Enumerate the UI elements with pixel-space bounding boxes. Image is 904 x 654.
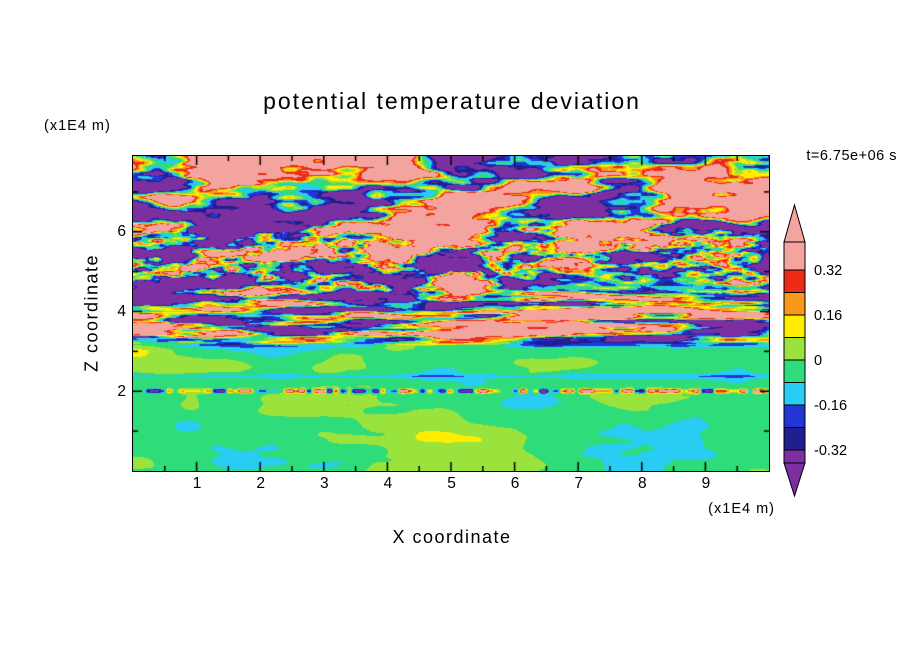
colorbar-label: -0.16 xyxy=(814,398,847,414)
colorbar-segment xyxy=(783,382,806,406)
colorbar-top-arrow xyxy=(783,203,806,243)
plot-area xyxy=(132,155,770,472)
x-tick-label: 7 xyxy=(574,475,583,492)
time-label: t=6.75e+06 s xyxy=(806,148,897,164)
chart-title: potential temperature deviation xyxy=(263,88,641,114)
x-axis-title: X coordinate xyxy=(392,527,512,547)
heatmap-canvas xyxy=(133,156,769,471)
y-tick-label: 4 xyxy=(117,303,126,320)
x-axis-unit-label: (x1E4 m) xyxy=(708,501,775,517)
x-tick-label: 2 xyxy=(256,475,265,492)
colorbar-label: 0 xyxy=(814,353,822,369)
x-tick-label: 1 xyxy=(192,475,202,492)
colorbar-label: -0.32 xyxy=(814,443,847,459)
colorbar: 0.32 0.16 0 -0.16 -0.32 xyxy=(783,203,847,498)
colorbar-label: 0.32 xyxy=(814,263,842,279)
z-axis-unit-label: (x1E4 m) xyxy=(44,118,111,134)
colorbar-segment xyxy=(783,449,806,464)
x-tick-label: 9 xyxy=(701,475,711,492)
colorbar-segment xyxy=(783,427,806,451)
colorbar-segment xyxy=(783,269,806,293)
colorbar-segment xyxy=(783,337,806,361)
colorbar-segment xyxy=(783,314,806,338)
colorbar-bottom-arrow xyxy=(783,462,806,498)
colorbar-segment xyxy=(783,359,806,383)
colorbar-label: 0.16 xyxy=(814,308,842,324)
x-tick-label: 8 xyxy=(637,475,647,492)
colorbar-segment xyxy=(783,404,806,428)
x-tick-label: 5 xyxy=(447,475,456,492)
y-tick-label: 2 xyxy=(117,382,126,400)
colorbar-segment xyxy=(783,241,806,271)
colorbar-segment xyxy=(783,292,806,316)
y-tick-label: 6 xyxy=(117,223,126,241)
x-tick-label: 3 xyxy=(319,475,329,492)
x-tick-label: 4 xyxy=(383,475,393,492)
x-tick-label: 6 xyxy=(510,475,520,492)
